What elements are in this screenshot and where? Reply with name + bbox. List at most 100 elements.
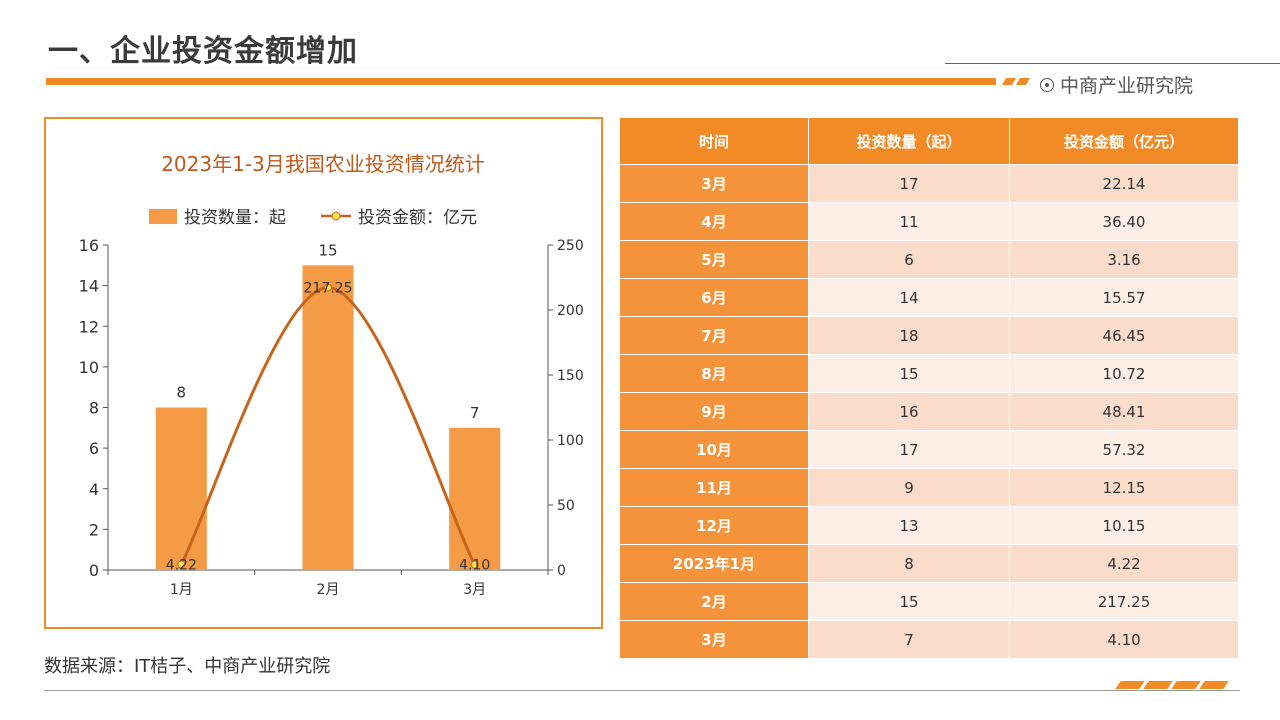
x-tick-label: 3月: [463, 582, 486, 598]
bar: [449, 427, 501, 570]
table-header-cell: 投资金额（亿元）: [1009, 118, 1239, 165]
table-cell-count: 11: [808, 202, 1011, 241]
footer-stripe: [1115, 681, 1145, 689]
x-tick-label: 2月: [317, 582, 340, 598]
y-right-tick-label: 50: [557, 498, 575, 514]
line-data-label: 4.22: [166, 558, 197, 574]
title-underline: [46, 78, 996, 85]
data-source-note: 数据来源：IT桔子、中商产业研究院: [44, 656, 331, 677]
y-left-tick-label: 16: [79, 236, 99, 255]
line-point: [324, 283, 332, 292]
table-cell-count: 15: [808, 354, 1011, 393]
table-cell-amount: 36.40: [1009, 202, 1239, 241]
table-cell-time: 3月: [620, 164, 809, 203]
table-header-cell: 时间: [620, 118, 809, 165]
bar-data-label: 7: [470, 404, 480, 422]
y-right-tick-label: 150: [557, 368, 584, 384]
bar-data-label: 15: [318, 241, 337, 259]
y-right-tick-label: 250: [557, 238, 584, 254]
bar: [302, 265, 354, 570]
table-cell-amount: 15.57: [1009, 278, 1239, 317]
footer-stripe: [1171, 681, 1201, 689]
table-cell-count: 15: [808, 582, 1011, 621]
brand: 中商产业研究院: [1040, 71, 1193, 98]
table-cell-count: 17: [808, 430, 1011, 469]
legend-label: 投资数量：起: [184, 208, 286, 228]
table-cell-time: 11月: [620, 468, 809, 507]
table-body: 3月 17 22.14 4月 11 36.40 5月 6 3.16 6月 14 15.57 7月 18 46…: [620, 164, 1239, 659]
table-header-row: 时间 投资数量（起） 投资金额（亿元）: [620, 118, 1239, 165]
chart-title: 2023年1-3月我国农业投资情况统计: [161, 152, 485, 176]
table-cell-amount: 10.15: [1009, 506, 1239, 545]
table-cell-time: 4月: [620, 202, 809, 241]
line-data-label: 4.10: [459, 558, 490, 574]
y-left-tick-label: 2: [89, 520, 99, 539]
bar: [155, 407, 207, 570]
table-header-cell: 投资数量（起）: [808, 118, 1011, 165]
table-cell-amount: 10.72: [1009, 354, 1239, 393]
table-cell-count: 16: [808, 392, 1011, 431]
table-row: 8月 15 10.72: [620, 354, 1239, 393]
table-cell-count: 17: [808, 164, 1011, 203]
header-divider-line: [945, 63, 1280, 64]
y-right-tick-label: 0: [557, 563, 566, 579]
table-cell-amount: 22.14: [1009, 164, 1239, 203]
table-cell-count: 9: [808, 468, 1011, 507]
table-row: 2023年1月 8 4.22: [620, 544, 1239, 583]
table-cell-time: 2月: [620, 582, 809, 621]
table-row: 10月 17 57.32: [620, 430, 1239, 469]
table-row: 6月 14 15.57: [620, 278, 1239, 317]
data-table: 时间 投资数量（起） 投资金额（亿元） 3月 17 22.14 4月 11 36.40 5月…: [620, 118, 1239, 659]
y-right-tick-label: 200: [557, 303, 584, 319]
table-cell-count: 7: [808, 620, 1011, 659]
footer-stripe: [1199, 681, 1229, 689]
table-cell-count: 18: [808, 316, 1011, 355]
table-cell-amount: 4.10: [1009, 620, 1239, 659]
table-row: 4月 11 36.40: [620, 202, 1239, 241]
table-row: 3月 7 4.10: [620, 620, 1239, 659]
line-point: [470, 560, 479, 569]
chart-panel: 2023年1-3月我国农业投资情况统计 投资数量：起 投资金额：亿元 0 2 4 6 8 10 1…: [44, 117, 603, 629]
table-cell-time: 7月: [620, 316, 809, 355]
table-row: 2月 15 217.25: [620, 582, 1239, 621]
line-data-label: 217.25: [304, 281, 353, 297]
table-cell-count: 8: [808, 544, 1011, 583]
y-left-tick-label: 14: [79, 277, 99, 296]
table-cell-time: 2023年1月: [620, 544, 809, 583]
y-left-tick-label: 4: [89, 480, 99, 499]
table-row: 11月 9 12.15: [620, 468, 1239, 507]
y-left-tick-label: 8: [89, 399, 99, 418]
footer-stripe: [1143, 681, 1173, 689]
brand-logo-icon: [1040, 77, 1054, 92]
legend-bar-swatch: [149, 209, 177, 224]
table-cell-amount: 46.45: [1009, 316, 1239, 355]
table-row: 9月 16 48.41: [620, 392, 1239, 431]
brand-name: 中商产业研究院: [1060, 75, 1194, 97]
table-cell-amount: 4.22: [1009, 544, 1239, 583]
y-left-tick-label: 10: [79, 358, 99, 377]
table-row: 3月 17 22.14: [620, 164, 1239, 203]
table-cell-time: 12月: [620, 506, 809, 545]
bar-data-label: 8: [177, 384, 187, 402]
y-right-tick-label: 100: [557, 433, 584, 449]
table-cell-time: 8月: [620, 354, 809, 393]
table-row: 5月 6 3.16: [620, 240, 1239, 279]
table-cell-time: 10月: [620, 430, 809, 469]
table-cell-amount: 48.41: [1009, 392, 1239, 431]
table-cell-time: 6月: [620, 278, 809, 317]
x-tick-label: 1月: [170, 582, 193, 598]
footer-divider: [44, 690, 1240, 691]
table-cell-count: 13: [808, 506, 1011, 545]
table-cell-amount: 57.32: [1009, 430, 1239, 469]
table-cell-count: 14: [808, 278, 1011, 317]
table-cell-amount: 12.15: [1009, 468, 1239, 507]
legend-line-marker: [331, 211, 341, 221]
header-stripe: [1001, 78, 1017, 85]
y-left-tick-label: 0: [89, 561, 99, 580]
y-left-tick-label: 6: [89, 439, 99, 458]
table-cell-amount: 217.25: [1009, 582, 1239, 621]
table-row: 7月 18 46.45: [620, 316, 1239, 355]
table-cell-time: 3月: [620, 620, 809, 659]
table-row: 12月 13 10.15: [620, 506, 1239, 545]
